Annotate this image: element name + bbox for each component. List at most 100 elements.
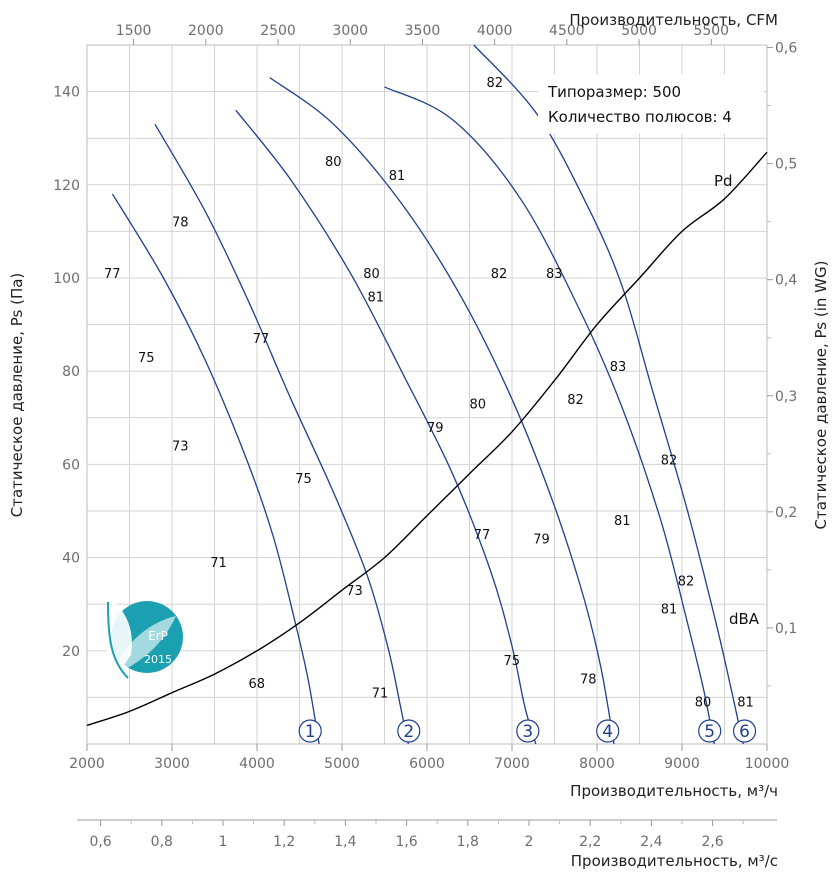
top-tick-label: 3000 bbox=[332, 23, 368, 39]
pd-label: Pd bbox=[714, 172, 733, 190]
m3s-tick-label: 0,6 bbox=[89, 834, 111, 850]
curve-number-2: 2 bbox=[403, 722, 414, 742]
dba-label: 80 bbox=[325, 155, 342, 170]
curve-labels: 77 75 73 71 68 78 77 75 73 71 80 80 81 81 79 77 75 82 82 80… bbox=[104, 76, 760, 743]
m3s-tick-label: 1,6 bbox=[395, 834, 417, 850]
top-tick-label: 5500 bbox=[693, 23, 729, 39]
dba-label: 77 bbox=[253, 332, 270, 347]
top-tick-label: 1500 bbox=[116, 23, 152, 39]
curve-number-1: 1 bbox=[305, 722, 316, 742]
right-tick-label: 0,4 bbox=[775, 273, 797, 289]
erp-badge-year: 2015 bbox=[144, 653, 172, 666]
y-tick-label: 80 bbox=[62, 364, 80, 380]
fan-curve-1 bbox=[111, 193, 320, 745]
y-tick-label: 100 bbox=[53, 271, 80, 287]
right-tick-label: 0,2 bbox=[775, 505, 797, 521]
x-axis-label-cfm: Производительность, CFM bbox=[569, 11, 778, 29]
pd-curve bbox=[86, 151, 768, 727]
x-axis-label-m3s: Производительность, м³/с bbox=[571, 852, 778, 870]
m3s-tick-label: 2,2 bbox=[579, 834, 601, 850]
dba-label: 81 bbox=[389, 169, 406, 184]
dba-label: 81 bbox=[661, 603, 678, 618]
fan-curve-4 bbox=[269, 77, 615, 745]
dba-label: 82 bbox=[567, 393, 584, 408]
dba-label: 75 bbox=[138, 351, 155, 366]
x-tick-label: 7000 bbox=[494, 756, 530, 772]
x-tick-label: 4000 bbox=[239, 756, 275, 772]
m3s-tick-label: 2,4 bbox=[640, 834, 662, 850]
top-tick-label: 3500 bbox=[405, 23, 441, 39]
y-tick-label: 20 bbox=[62, 644, 80, 660]
fan-curve-3 bbox=[235, 109, 537, 745]
info-box bbox=[538, 74, 764, 134]
x-tick-label: 10000 bbox=[745, 756, 790, 772]
dba-label: 81 bbox=[614, 514, 631, 529]
x-tick-label: 9000 bbox=[664, 756, 700, 772]
dba-label: 77 bbox=[474, 528, 491, 543]
stem-icon bbox=[107, 601, 129, 679]
axis-ticks: 2000 3000 4000 5000 6000 7000 8000 9000 10000 20 4… bbox=[53, 23, 797, 850]
top-tick-label: 4500 bbox=[549, 23, 585, 39]
m3s-tick-label: 0,8 bbox=[151, 834, 173, 850]
fan-curve-6 bbox=[473, 44, 744, 745]
curve-number-circle bbox=[397, 719, 421, 743]
dba-label: 77 bbox=[104, 267, 121, 282]
curve-number-circle bbox=[516, 719, 540, 743]
dba-label: 71 bbox=[372, 686, 389, 701]
m3s-tick-label: 2 bbox=[525, 834, 534, 850]
fan-curve-5 bbox=[384, 86, 715, 745]
m3s-tick-label: 2,6 bbox=[701, 834, 723, 850]
dba-label: 71 bbox=[210, 556, 227, 571]
curve-number-circle bbox=[732, 719, 757, 743]
info-line-poles: Количество полюсов: 4 bbox=[548, 108, 732, 126]
dba-label: 82 bbox=[487, 76, 504, 91]
curve-number-6: 6 bbox=[739, 722, 750, 742]
m3s-tick-label: 1 bbox=[219, 834, 228, 850]
dba-label: 75 bbox=[504, 654, 521, 669]
info-line-size: Типоразмер: 500 bbox=[547, 83, 681, 101]
dba-label: 79 bbox=[427, 421, 444, 436]
y-axis-label-pa: Статическое давление, Ps (Па) bbox=[8, 273, 26, 518]
curve-number-circle bbox=[698, 719, 722, 743]
dba-label: 80 bbox=[695, 696, 712, 711]
x-tick-label: 2000 bbox=[69, 756, 105, 772]
dba-label: 82 bbox=[491, 267, 508, 282]
dba-label: 73 bbox=[172, 439, 189, 454]
dba-label: 83 bbox=[546, 267, 563, 282]
dba-label: 81 bbox=[737, 696, 754, 711]
right-tick-label: 0,6 bbox=[775, 41, 797, 57]
x-tick-label: 8000 bbox=[579, 756, 615, 772]
dba-label: 82 bbox=[678, 575, 695, 590]
erp-badge-title: ErP bbox=[148, 629, 168, 643]
y-tick-label: 40 bbox=[62, 551, 80, 567]
x-axis-label-m3h: Производительность, м³/ч bbox=[570, 782, 778, 800]
y-tick-label: 120 bbox=[53, 178, 80, 194]
y-tick-label: 140 bbox=[53, 85, 80, 101]
m3s-tick-label: 1,4 bbox=[334, 834, 356, 850]
top-tick-label: 5000 bbox=[621, 23, 657, 39]
y-tick-label: 60 bbox=[62, 457, 80, 473]
curve-number-3: 3 bbox=[522, 722, 533, 742]
x-tick-label: 3000 bbox=[154, 756, 190, 772]
dba-label: 82 bbox=[661, 453, 678, 468]
m3s-tick-label: 1,8 bbox=[457, 834, 479, 850]
dba-label: 78 bbox=[172, 216, 189, 231]
dba-label: 83 bbox=[610, 360, 627, 375]
top-tick-label: 2000 bbox=[188, 23, 224, 39]
top-tick-label: 4000 bbox=[477, 23, 513, 39]
y-axis-label-inwg: Статическое давление, Ps (in WG) bbox=[812, 261, 830, 530]
grid bbox=[86, 44, 768, 745]
curve-number-4: 4 bbox=[602, 722, 613, 742]
leaf-icon bbox=[115, 616, 176, 672]
dba-label: 81 bbox=[368, 290, 385, 305]
curve-number-5: 5 bbox=[704, 722, 715, 742]
dba-label: 78 bbox=[580, 672, 597, 687]
dba-label: 80 bbox=[363, 267, 380, 282]
curve-number-circle bbox=[596, 719, 620, 743]
m3s-tick-label: 1,2 bbox=[273, 834, 295, 850]
fan-curve-2 bbox=[154, 123, 409, 745]
curve-number-circle bbox=[298, 719, 322, 743]
dba-label: 68 bbox=[249, 677, 266, 692]
right-tick-label: 0,5 bbox=[775, 157, 797, 173]
